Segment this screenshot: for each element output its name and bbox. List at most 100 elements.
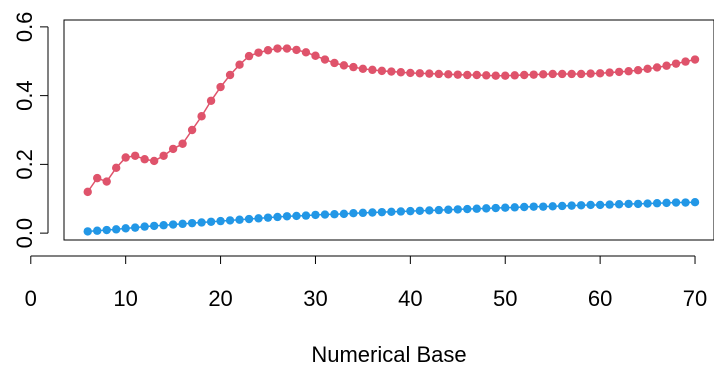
data-point — [491, 203, 500, 213]
x-tick-label: 20 — [208, 286, 232, 311]
data-point — [187, 125, 197, 135]
data-point — [197, 112, 206, 121]
data-point — [282, 44, 292, 53]
data-point — [244, 214, 254, 224]
y-tick-label: 0.2 — [12, 149, 37, 180]
data-point — [311, 210, 320, 220]
data-point — [501, 203, 510, 212]
data-point — [472, 70, 481, 80]
data-point — [121, 153, 130, 162]
data-point — [633, 65, 643, 75]
data-point — [520, 202, 529, 212]
data-point — [425, 206, 434, 215]
data-point — [187, 218, 197, 228]
x-axis: 0 10 20 30 40 50 60 70 — [25, 255, 707, 311]
data-point — [557, 201, 567, 211]
data-point — [396, 207, 406, 216]
data-point — [83, 187, 92, 197]
data-point — [178, 219, 187, 229]
data-point — [681, 198, 690, 207]
data-point — [406, 68, 415, 78]
data-point — [311, 51, 320, 60]
data-point — [671, 59, 681, 68]
data-point — [206, 217, 216, 226]
data-point — [301, 211, 311, 220]
data-point — [235, 215, 244, 224]
data-point — [662, 61, 671, 70]
data-point — [690, 197, 700, 207]
data-point — [605, 68, 614, 77]
data-point — [263, 213, 273, 222]
data-point — [292, 211, 301, 221]
data-point — [377, 207, 387, 217]
data-point — [643, 199, 652, 208]
x-tick-label: 60 — [588, 286, 612, 311]
data-point — [320, 55, 330, 64]
data-point — [216, 82, 225, 92]
data-point — [178, 139, 187, 148]
data-point — [159, 151, 168, 160]
data-point — [425, 69, 434, 78]
data-point — [83, 227, 92, 236]
data-point — [444, 205, 453, 214]
data-point — [149, 156, 159, 166]
data-point — [482, 204, 491, 213]
data-point — [529, 70, 538, 79]
data-point — [244, 51, 254, 61]
data-point — [690, 55, 700, 64]
x-axis-title: Numerical Base — [311, 342, 466, 367]
data-point — [491, 71, 500, 80]
x-tick-label: 0 — [25, 286, 37, 311]
data-point — [140, 222, 149, 231]
data-point — [520, 70, 529, 80]
data-point — [235, 60, 244, 69]
data-point — [330, 58, 339, 68]
data-point — [349, 62, 358, 72]
data-point — [368, 208, 377, 217]
x-tick-label: 10 — [113, 286, 137, 311]
data-point — [681, 57, 690, 66]
y-tick-label: 0.6 — [12, 12, 37, 43]
data-point — [434, 69, 444, 79]
data-point — [140, 155, 149, 164]
data-point — [159, 221, 168, 230]
data-point — [624, 199, 633, 209]
data-point — [453, 205, 462, 214]
data-point — [576, 69, 586, 79]
data-point — [206, 96, 216, 105]
data-point — [643, 64, 652, 74]
data-point — [387, 207, 396, 217]
data-point — [548, 69, 557, 79]
data-point — [377, 66, 387, 76]
data-point — [273, 44, 282, 53]
data-point — [586, 200, 595, 210]
data-point — [301, 48, 311, 57]
data-point — [339, 209, 349, 219]
data-point — [482, 71, 491, 80]
data-point — [614, 200, 624, 209]
data-point — [102, 225, 111, 235]
data-point — [93, 173, 102, 183]
data-point — [396, 68, 406, 77]
series-2 — [83, 197, 700, 236]
data-point — [339, 61, 349, 70]
data-point — [453, 70, 462, 79]
data-point — [529, 202, 538, 211]
data-point — [472, 204, 481, 213]
data-point — [111, 163, 121, 173]
data-point — [121, 224, 130, 233]
data-point — [111, 225, 121, 234]
series-1 — [83, 44, 700, 197]
data-point — [387, 67, 396, 76]
data-point — [463, 70, 472, 80]
data-point — [510, 203, 519, 212]
data-point — [415, 206, 425, 215]
x-tick-label: 40 — [398, 286, 422, 311]
y-tick-label: 0.4 — [12, 80, 37, 111]
x-tick-label: 70 — [683, 286, 707, 311]
data-point — [292, 45, 301, 55]
data-point — [463, 204, 472, 214]
data-point — [538, 70, 548, 79]
data-point — [273, 212, 282, 222]
data-point — [652, 199, 662, 208]
